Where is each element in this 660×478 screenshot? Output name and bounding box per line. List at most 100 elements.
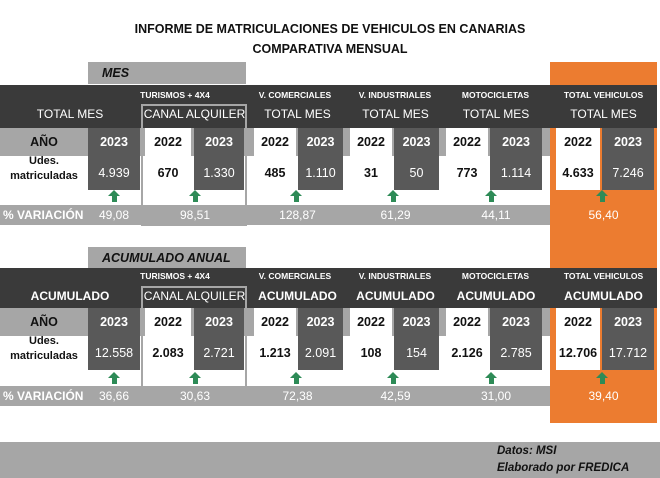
value-cell: 485 <box>254 156 296 190</box>
subheader-motos: ACUMULADO <box>456 289 536 303</box>
value-cell: 31 <box>350 156 392 190</box>
subheader-comerciales: ACUMULADO <box>258 289 337 303</box>
header-band-mes <box>0 85 550 128</box>
variation-label: % VARIACIÓN <box>3 208 84 222</box>
year-cell: 2023 <box>298 128 343 156</box>
section-label-mes: MES <box>88 62 246 84</box>
year-cell: 2023 <box>298 308 343 336</box>
value-cell: 4.633 <box>556 156 600 190</box>
up-arrow-icon <box>290 190 302 202</box>
subheader-motos: TOTAL MES <box>462 107 530 121</box>
year-cell: 2022 <box>556 128 600 156</box>
year-cell: 2023 <box>194 128 244 156</box>
year-cell: 2023 <box>490 308 542 336</box>
report-title: INFORME DE MATRICULACIONES DE VEHICULOS … <box>134 22 526 36</box>
value-cell: 4.939 <box>88 156 140 190</box>
value-cell: 1.114 <box>490 156 542 190</box>
up-arrow-icon <box>485 190 497 202</box>
up-arrow-icon <box>596 372 608 384</box>
value-cell: 17.712 <box>602 336 654 370</box>
subheader-industriales: TOTAL MES <box>362 107 429 121</box>
variation-band-acum <box>0 386 550 406</box>
year-cell: 2023 <box>394 308 439 336</box>
footer-band <box>0 442 660 478</box>
variation-label: % VARIACIÓN <box>3 389 84 403</box>
group-header-industriales: V. INDUSTRIALES <box>358 271 432 281</box>
value-cell: 773 <box>446 156 488 190</box>
value-cell: 2.083 <box>145 336 191 370</box>
year-cell: 2022 <box>145 308 191 336</box>
footer-datos: Datos: MSI <box>497 445 557 457</box>
year-cell: 2023 <box>602 128 654 156</box>
variation-value: 30,63 <box>179 389 211 403</box>
up-arrow-icon <box>387 190 399 202</box>
variation-value: 49,08 <box>98 208 130 222</box>
year-cell: 2022 <box>254 308 296 336</box>
up-arrow-icon <box>108 372 120 384</box>
value-cell: 1.330 <box>194 156 244 190</box>
variation-value: 72,38 <box>282 389 313 403</box>
up-arrow-icon <box>189 190 201 202</box>
units-label: Udes. matriculadas <box>0 334 88 364</box>
group-header-motos: MOTOCICLETAS <box>461 271 530 281</box>
variation-value: 31,00 <box>480 389 512 403</box>
group-header-motos: MOTOCICLETAS <box>461 90 530 100</box>
value-cell: 1.213 <box>254 336 296 370</box>
variation-band-mes <box>0 205 550 225</box>
footer-elaborado: Elaborado por FREDICA <box>497 462 630 474</box>
year-cell: 2022 <box>350 128 392 156</box>
year-label: AÑO <box>30 315 58 329</box>
year-cell: 2022 <box>350 308 392 336</box>
section-label-acumulado: ACUMULADO ANUAL <box>88 247 246 269</box>
units-label-line2: matriculadas <box>10 170 78 182</box>
year-cell: 2023 <box>602 308 654 336</box>
report-subtitle: COMPARATIVA MENSUAL <box>252 42 408 56</box>
variation-value: 61,29 <box>380 208 411 222</box>
variation-value: 39,40 <box>588 389 619 403</box>
value-cell: 1.110 <box>298 156 343 190</box>
year-cell: 2022 <box>446 128 488 156</box>
value-cell: 50 <box>394 156 439 190</box>
canal-alquiler-frame <box>141 104 247 226</box>
up-arrow-icon <box>108 190 120 202</box>
value-cell: 108 <box>350 336 392 370</box>
year-cell: 2023 <box>88 308 140 336</box>
value-cell: 7.246 <box>602 156 654 190</box>
value-cell: 12.706 <box>556 336 600 370</box>
group-header-comerciales: V. COMERCIALES <box>258 90 332 100</box>
subheader-total: TOTAL MES <box>570 107 637 121</box>
subheader-canal-alquiler: CANAL ALQUILER <box>143 289 246 303</box>
year-cell: 2023 <box>394 128 439 156</box>
value-cell: 670 <box>145 156 191 190</box>
subheader-comerciales: TOTAL MES <box>264 107 331 121</box>
header-band-total-mes <box>550 85 657 128</box>
subheader-canal-alquiler: CANAL ALQUILER <box>143 107 246 121</box>
subheader-total: ACUMULADO <box>564 289 643 303</box>
value-cell: 154 <box>394 336 439 370</box>
group-header-total: TOTAL VEHICULOS <box>563 271 644 281</box>
units-label-line1: Udes. <box>29 155 59 167</box>
year-cell: 2022 <box>556 308 600 336</box>
variation-value: 42,59 <box>380 389 411 403</box>
group-header-turismos: TURISMOS + 4X4 <box>140 271 210 281</box>
subheader-total-mes: TOTAL MES <box>36 107 104 121</box>
canal-alquiler-frame <box>141 286 247 406</box>
value-cell: 2.785 <box>490 336 542 370</box>
year-cell: 2023 <box>490 128 542 156</box>
value-cell: 2.126 <box>446 336 488 370</box>
year-cell: 2022 <box>254 128 296 156</box>
variation-value: 36,66 <box>98 389 130 403</box>
year-cell: 2022 <box>446 308 488 336</box>
units-label-line1: Udes. <box>29 335 59 347</box>
subheader-acumulado: ACUMULADO <box>30 289 110 303</box>
year-label: AÑO <box>30 135 58 149</box>
header-band-acumulado <box>0 268 657 308</box>
up-arrow-icon <box>485 372 497 384</box>
group-header-industriales: V. INDUSTRIALES <box>358 90 432 100</box>
year-cell: 2022 <box>145 128 191 156</box>
up-arrow-icon <box>387 372 399 384</box>
group-header-total: TOTAL VEHICULOS <box>563 90 644 100</box>
year-cell: 2023 <box>88 128 140 156</box>
units-label: Udes. matriculadas <box>0 154 88 184</box>
units-label-line2: matriculadas <box>10 350 78 362</box>
